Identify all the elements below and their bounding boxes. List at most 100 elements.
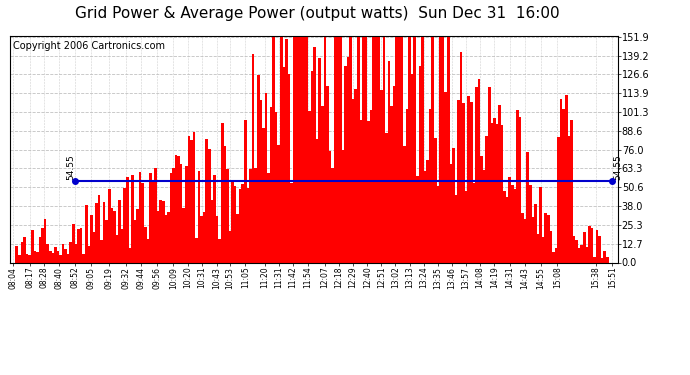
Bar [88,246,90,262]
Bar [444,92,447,262]
Bar [224,146,226,262]
Bar [210,200,213,262]
Bar [331,168,334,262]
Bar [321,106,324,262]
Bar [146,239,149,262]
Bar [216,216,219,262]
Bar [244,120,247,262]
Bar [18,255,21,262]
Bar [52,252,54,262]
Bar [485,136,488,262]
Bar [231,181,234,262]
Bar [585,248,588,262]
Bar [139,172,141,262]
Bar [488,87,491,262]
Bar [380,90,383,262]
Bar [449,164,452,262]
Bar [373,37,375,262]
Bar [195,238,198,262]
Bar [593,257,596,262]
Bar [324,37,326,262]
Bar [316,139,319,262]
Bar [275,112,277,262]
Bar [41,228,44,262]
Bar [262,128,265,262]
Bar [280,37,283,262]
Bar [293,37,295,262]
Bar [159,200,162,262]
Bar [246,188,249,262]
Bar [23,237,26,262]
Bar [59,255,62,262]
Bar [413,38,416,262]
Bar [198,171,201,262]
Bar [552,252,555,262]
Bar [270,107,273,262]
Bar [567,136,570,262]
Bar [570,120,573,262]
Bar [558,137,560,262]
Bar [249,169,252,262]
Bar [395,37,398,262]
Bar [391,106,393,262]
Bar [604,251,606,262]
Bar [185,166,188,262]
Bar [352,99,355,262]
Bar [126,177,128,262]
Bar [234,186,237,262]
Bar [141,183,144,262]
Bar [511,184,513,262]
Bar [300,37,303,262]
Bar [308,111,311,262]
Bar [467,96,470,262]
Bar [408,37,411,262]
Bar [498,105,501,262]
Bar [134,220,137,262]
Bar [170,173,172,262]
Bar [560,99,562,262]
Bar [595,230,598,262]
Bar [357,37,359,262]
Bar [475,87,477,262]
Bar [540,187,542,262]
Bar [575,240,578,262]
Bar [182,208,185,262]
Bar [601,258,604,262]
Bar [298,37,301,262]
Bar [121,229,124,262]
Bar [218,239,221,262]
Bar [573,236,575,262]
Bar [128,249,131,262]
Bar [398,37,401,262]
Bar [460,52,462,262]
Bar [154,168,157,262]
Bar [33,251,36,262]
Bar [277,145,280,262]
Bar [116,235,118,262]
Bar [15,246,18,262]
Bar [342,150,344,262]
Bar [273,37,275,262]
Bar [228,231,231,262]
Bar [267,173,270,262]
Text: 54.55: 54.55 [66,154,75,180]
Bar [555,248,558,262]
Bar [431,37,434,262]
Bar [470,102,473,262]
Bar [106,220,108,262]
Bar [95,204,98,262]
Bar [180,164,182,262]
Bar [516,111,519,262]
Bar [303,37,306,262]
Bar [167,212,170,262]
Bar [157,211,159,262]
Bar [206,139,208,262]
Bar [534,204,537,262]
Bar [339,37,342,262]
Bar [326,86,329,262]
Bar [239,189,241,262]
Bar [236,214,239,262]
Bar [598,237,601,262]
Bar [259,99,262,262]
Bar [295,37,298,262]
